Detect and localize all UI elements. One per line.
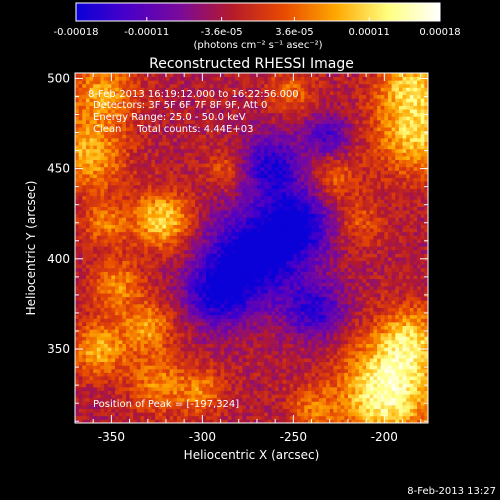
colorbar-tick-label: 3.6e-05 xyxy=(275,27,313,38)
y-tick-label: 450 xyxy=(47,162,70,176)
x-axis: -350 -300 -250 -200 xyxy=(92,73,422,444)
y-tick-label: 400 xyxy=(47,252,70,266)
x-tick-label: -250 xyxy=(280,430,307,444)
colorbar-tick-label: -0.00018 xyxy=(54,27,99,38)
x-axis-label: Heliocentric X (arcsec) xyxy=(184,448,320,462)
y-tick-label: 350 xyxy=(47,342,70,356)
colorbar-tick-label: -3.6e-05 xyxy=(201,27,243,38)
annotation-clean-counts: Clean Total counts: 4.44E+03 xyxy=(93,124,253,135)
peak-position-label: Position of Peak = [-197,324] xyxy=(93,399,239,410)
chart-title: Reconstructed RHESSI Image xyxy=(149,56,354,72)
annotation-time-range: 8-Feb-2013 16:19:12.000 to 16:22:56.000 xyxy=(88,89,299,100)
x-tick-label: -200 xyxy=(371,430,398,444)
colorbar-tick-label: 0.00018 xyxy=(419,27,460,38)
annotation-block: 8-Feb-2013 16:19:12.000 to 16:22:56.000 … xyxy=(88,89,299,135)
colorbar: -0.00018 -0.00011 -3.6e-05 3.6e-05 0.00011 0.… xyxy=(54,2,461,51)
annotation-energy-range: Energy Range: 25.0 - 50.0 keV xyxy=(93,112,246,123)
heatmap-grid xyxy=(75,73,428,423)
y-axis-label: Heliocentric Y (arcsec) xyxy=(24,181,38,316)
x-tick-label: -350 xyxy=(98,430,125,444)
colorbar-tick-label: -0.00011 xyxy=(124,27,169,38)
colorbar-units-label: (photons cm⁻² s⁻¹ asec⁻²) xyxy=(193,40,322,51)
footer-timestamp: 8-Feb-2013 13:27 xyxy=(407,486,496,497)
colorbar-ticks: -0.00018 -0.00011 -3.6e-05 3.6e-05 0.00011 0.… xyxy=(54,17,461,38)
colorbar-tick-label: 0.00011 xyxy=(349,27,390,38)
plot-frame xyxy=(74,72,429,424)
x-tick-label: -300 xyxy=(189,430,216,444)
y-tick-label: 500 xyxy=(47,71,70,85)
y-axis: 350 400 450 500 xyxy=(47,71,428,422)
annotation-detectors: Detectors: 3F 5F 6F 7F 8F 9F, Att 0 xyxy=(93,100,267,111)
colorbar-bar xyxy=(75,2,441,22)
